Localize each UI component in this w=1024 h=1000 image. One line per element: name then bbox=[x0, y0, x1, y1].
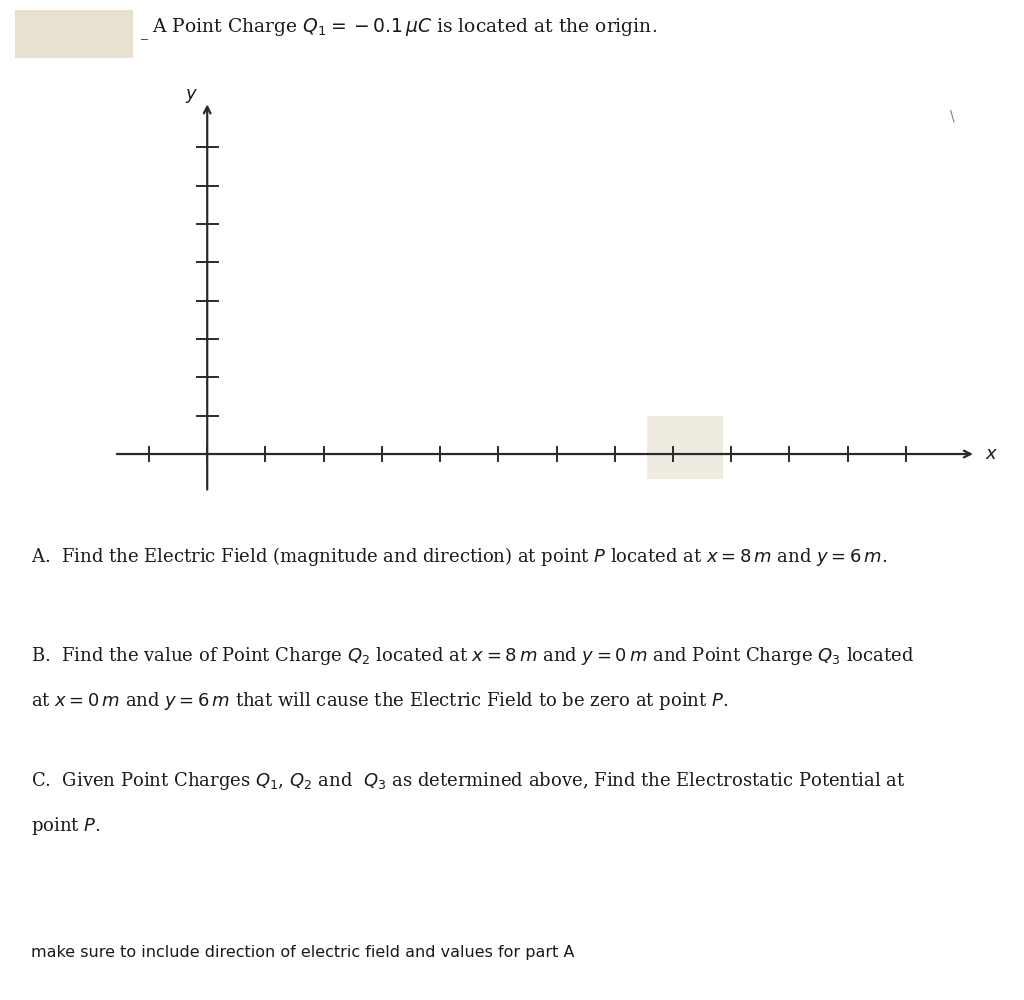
Text: A.  Find the Electric Field (magnitude and direction) at point $P$ located at $x: A. Find the Electric Field (magnitude an… bbox=[31, 545, 887, 568]
Text: _: _ bbox=[141, 26, 148, 40]
FancyBboxPatch shape bbox=[647, 416, 723, 479]
Text: C.  Given Point Charges $Q_1$, $Q_2$ and  $Q_3$ as determined above, Find the El: C. Given Point Charges $Q_1$, $Q_2$ and … bbox=[31, 770, 905, 792]
Text: $y$: $y$ bbox=[185, 87, 199, 105]
Text: $x$: $x$ bbox=[984, 445, 997, 463]
Text: at $x = 0\,m$ and $y = 6\,m$ that will cause the Electric Field to be zero at po: at $x = 0\,m$ and $y = 6\,m$ that will c… bbox=[31, 690, 728, 712]
Text: point $P$.: point $P$. bbox=[31, 815, 100, 837]
Text: \: \ bbox=[950, 110, 954, 124]
Text: B.  Find the value of Point Charge $Q_2$ located at $x = 8\,m$ and $y = 0\,m$ an: B. Find the value of Point Charge $Q_2$ … bbox=[31, 645, 914, 667]
Text: make sure to include direction of electric field and values for part A: make sure to include direction of electr… bbox=[31, 945, 574, 960]
Text: A Point Charge $Q_1 = -0.1\,\mu C$ is located at the origin.: A Point Charge $Q_1 = -0.1\,\mu C$ is lo… bbox=[152, 16, 656, 38]
